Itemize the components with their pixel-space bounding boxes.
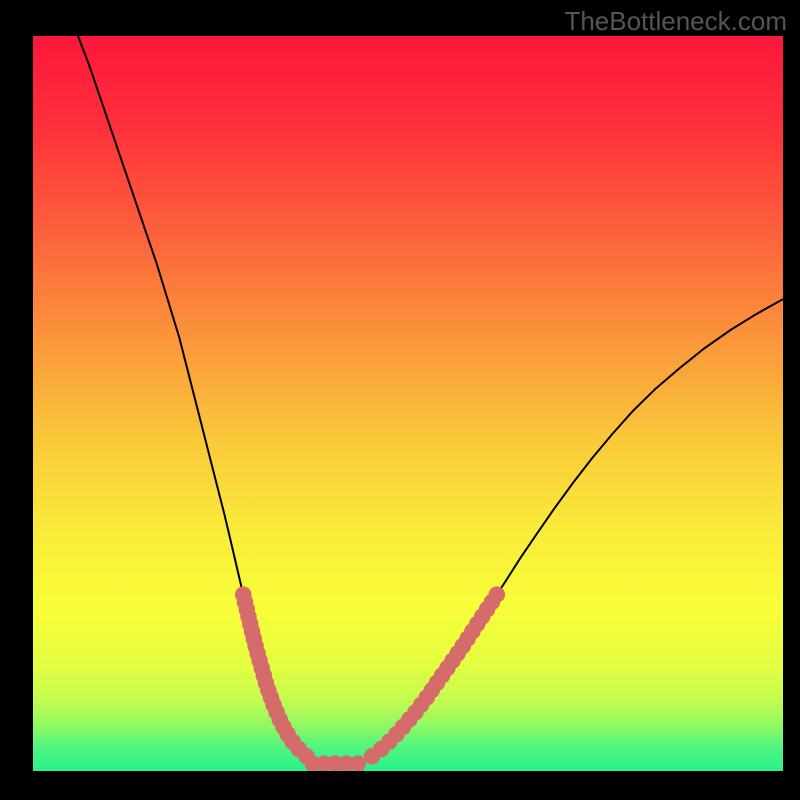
chart-plot-area <box>33 36 783 771</box>
band-dot <box>235 586 252 603</box>
chart-background <box>33 36 783 771</box>
chart-svg <box>33 36 783 771</box>
stage: TheBottleneck.com <box>0 0 800 800</box>
watermark-text: TheBottleneck.com <box>564 6 787 37</box>
band-dot <box>489 586 506 603</box>
